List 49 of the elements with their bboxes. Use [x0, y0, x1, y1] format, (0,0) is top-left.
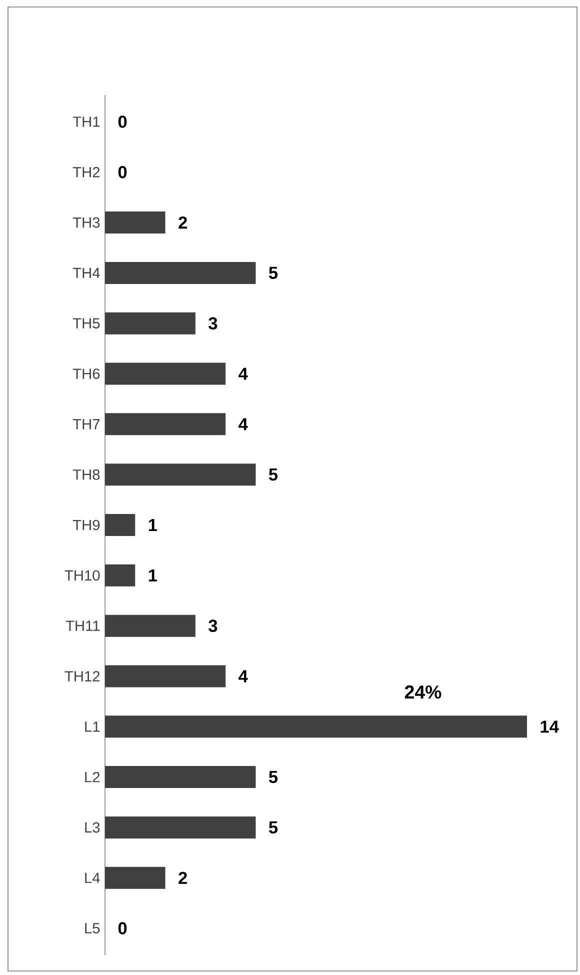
y-tick-label: L4: [85, 872, 100, 883]
y-tick-label: TH5: [72, 318, 100, 328]
y-tick-label: TH1: [72, 116, 100, 127]
data-label: 5: [268, 468, 278, 481]
y-tick-label: L1: [85, 722, 100, 732]
y-tick-label: TH6: [72, 368, 100, 379]
y-tick-label: TH4: [72, 268, 100, 278]
bar: [105, 262, 256, 284]
data-label: 1: [148, 519, 158, 531]
data-label: 0: [118, 166, 127, 178]
y-tick-label: TH10: [64, 570, 100, 581]
bar: [105, 866, 166, 889]
bar: [105, 362, 226, 385]
y-tick-label: TH2: [72, 167, 100, 178]
data-label: 4: [238, 418, 248, 430]
bar: [105, 413, 226, 436]
bar: [105, 716, 527, 738]
y-tick-label: TH11: [66, 620, 100, 631]
data-label: 4: [238, 670, 248, 682]
bar: [105, 564, 136, 586]
bar: [105, 464, 256, 486]
data-label: 2: [178, 216, 187, 229]
y-tick-label: L5: [85, 923, 100, 934]
annotation: 24%: [404, 685, 442, 699]
data-label: 5: [268, 821, 278, 834]
data-label: 4: [238, 368, 248, 380]
bar: [105, 665, 226, 688]
data-label: 5: [268, 266, 278, 279]
bar: [105, 212, 166, 234]
data-label: 0: [118, 116, 127, 128]
data-label: 3: [208, 620, 218, 632]
bar: [105, 614, 196, 637]
data-label: 3: [208, 317, 218, 330]
bar: [105, 514, 136, 536]
bar: [105, 816, 256, 838]
y-tick-label: TH7: [72, 419, 100, 430]
data-label: 5: [268, 771, 278, 784]
data-label: 2: [178, 872, 187, 884]
y-tick-label: L2: [85, 772, 100, 782]
y-tick-label: TH12: [64, 671, 100, 682]
bar: [105, 766, 256, 788]
data-label: 14: [540, 720, 559, 733]
data-label: 1: [148, 569, 158, 582]
y-tick-label: TH8: [72, 469, 100, 480]
y-tick-label: L3: [85, 822, 100, 833]
bar: [105, 312, 196, 334]
y-tick-label: TH9: [72, 520, 100, 530]
data-label: 0: [118, 922, 127, 934]
y-tick-label: TH3: [72, 217, 100, 228]
